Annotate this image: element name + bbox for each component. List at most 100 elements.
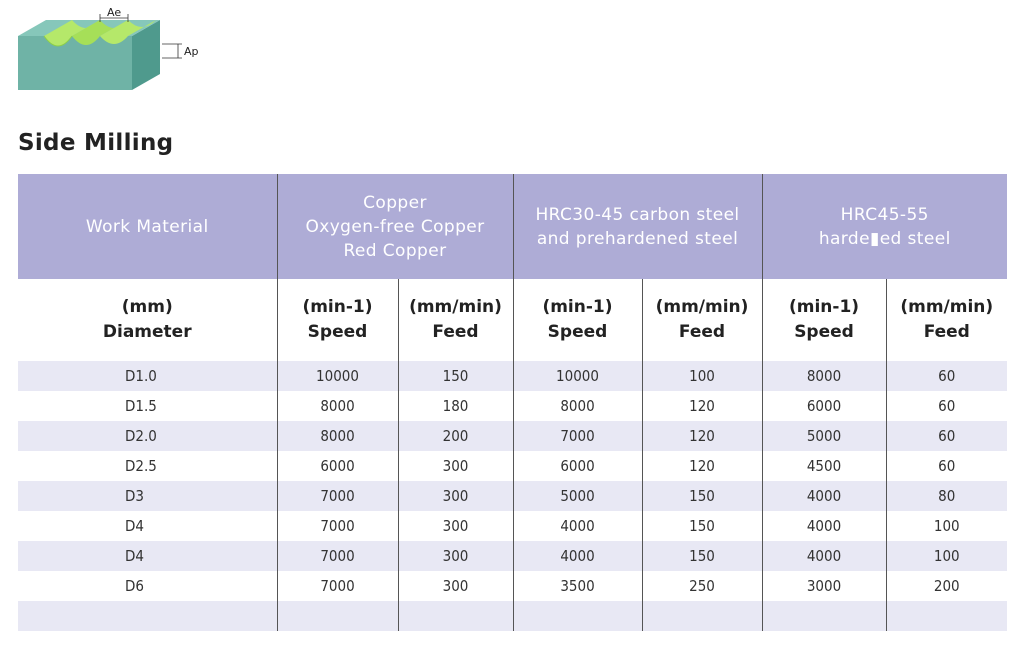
header-hardened-steel-line-2: harde▮ed steel <box>818 228 951 249</box>
cell-copper-speed: 8000 <box>276 421 398 451</box>
cell-carbon-feed: 100 <box>641 361 763 391</box>
cell-carbon-speed: 7000 <box>512 421 642 451</box>
groove-1 <box>44 20 100 46</box>
cell-hardened-speed: 4000 <box>761 511 887 541</box>
cell-hardened-speed: 8000 <box>761 361 887 391</box>
cell-hardened-feed: 200 <box>885 571 1008 601</box>
header-hardened-steel: HRC45-55 harde▮ed steel <box>761 174 1008 279</box>
cell-copper-speed: 6000 <box>276 451 398 481</box>
cell-hardened-feed: 60 <box>885 361 1008 391</box>
cell-copper-feed: 300 <box>397 481 513 511</box>
subheader-label: Feed <box>678 322 726 342</box>
group-header-row: Work Material Copper Oxygen-free Copper … <box>18 174 1008 279</box>
subheader-label: Diameter <box>102 322 192 342</box>
groove-2 <box>72 20 128 45</box>
subheader-unit: (mm/min) <box>409 297 502 317</box>
block-front-face <box>18 36 132 90</box>
ap-label: Ap <box>184 45 199 58</box>
cell-copper-feed: 150 <box>397 361 513 391</box>
cell-hardened-speed: 5000 <box>761 421 887 451</box>
table-row: D4 7000 300 4000 150 4000 100 <box>18 541 1008 571</box>
header-carbon-steel-line-1: HRC30-45 carbon steel <box>535 204 740 225</box>
table-row: D4 7000 300 4000 150 4000 100 <box>18 511 1008 541</box>
cutting-parameters-table: Work Material Copper Oxygen-free Copper … <box>18 174 1008 631</box>
table-row: D1.0 10000 150 10000 100 8000 60 <box>18 361 1008 391</box>
cell-copper-feed: 200 <box>397 421 513 451</box>
groove-edge <box>43 35 73 47</box>
cell-copper-speed: 7000 <box>276 511 398 541</box>
cell-diameter: D4 <box>18 511 277 541</box>
header-copper-line-2: Oxygen-free Copper <box>305 216 485 237</box>
cell-carbon-feed: 120 <box>641 451 763 481</box>
cell-copper-feed: 180 <box>397 391 513 421</box>
cell-hardened-feed: 100 <box>885 541 1008 571</box>
cell-hardened-speed: 4500 <box>761 451 887 481</box>
header-work-material: Work Material <box>18 174 277 279</box>
sub-header-row: (mm) Diameter (min-1) Speed (mm/min) Fee… <box>18 279 1008 361</box>
cell-carbon-feed: 150 <box>641 481 763 511</box>
header-carbon-steel-line-2: and prehardened steel <box>536 228 739 249</box>
header-hardened-steel-line-1: HRC45-55 <box>840 204 929 225</box>
subheader-unit: (min-1) <box>542 297 613 317</box>
subheader-label: Feed <box>923 322 970 342</box>
cell-carbon-feed: 120 <box>641 391 763 421</box>
cell-copper-feed <box>397 601 513 631</box>
table-row: D3 7000 300 5000 150 4000 80 <box>18 481 1008 511</box>
cell-diameter: D6 <box>18 571 277 601</box>
cell-diameter: D2.5 <box>18 451 277 481</box>
milling-diagram: Ae Ap <box>18 6 199 90</box>
cell-carbon-speed: 4000 <box>512 541 642 571</box>
cell-diameter: D1.5 <box>18 391 277 421</box>
cell-copper-feed: 300 <box>397 511 513 541</box>
cell-copper-feed: 300 <box>397 451 513 481</box>
header-carbon-steel: HRC30-45 carbon steel and prehardened st… <box>512 174 763 279</box>
cell-carbon-speed: 5000 <box>512 481 642 511</box>
cell-carbon-feed <box>641 601 763 631</box>
cell-hardened-speed <box>761 601 887 631</box>
cell-copper-speed: 7000 <box>276 571 398 601</box>
cell-diameter: D3 <box>18 481 277 511</box>
cell-carbon-speed: 6000 <box>512 451 642 481</box>
cell-carbon-speed: 10000 <box>512 361 642 391</box>
subheader-copper-speed: (min-1) Speed <box>276 279 398 361</box>
cell-copper-speed: 7000 <box>276 541 398 571</box>
section-title: Side Milling <box>18 130 174 156</box>
subheader-label: Speed <box>547 322 608 342</box>
cell-carbon-feed: 250 <box>641 571 763 601</box>
cell-hardened-feed: 80 <box>885 481 1008 511</box>
cell-hardened-speed: 6000 <box>761 391 887 421</box>
header-copper-line-3: Red Copper <box>343 240 447 261</box>
subheader-hardened-feed: (mm/min) Feed <box>885 279 1008 361</box>
cell-carbon-speed: 4000 <box>512 511 642 541</box>
cell-carbon-feed: 150 <box>641 511 763 541</box>
subheader-unit: (min-1) <box>788 297 860 317</box>
subheader-label: Speed <box>307 322 368 342</box>
groove-3 <box>100 20 156 44</box>
cell-diameter: D4 <box>18 541 277 571</box>
subheader-label: Speed <box>794 322 854 342</box>
subheader-unit: (mm) <box>121 297 173 317</box>
cell-diameter: D2.0 <box>18 421 277 451</box>
cell-carbon-speed: 3500 <box>512 571 642 601</box>
table-row: D2.0 8000 200 7000 120 5000 60 <box>18 421 1008 451</box>
cell-hardened-feed: 60 <box>885 391 1008 421</box>
cell-carbon-feed: 150 <box>641 541 763 571</box>
cell-hardened-speed: 4000 <box>761 541 887 571</box>
cell-copper-speed <box>276 601 398 631</box>
cell-hardened-speed: 3000 <box>761 571 887 601</box>
table-body: D1.0 10000 150 10000 100 8000 60 D1.5 8000 180 800… <box>18 361 1008 631</box>
cell-diameter <box>18 601 277 631</box>
cutting-parameters-table-wrap: Work Material Copper Oxygen-free Copper … <box>18 174 1008 631</box>
block-side-face <box>132 20 160 90</box>
cell-hardened-feed: 100 <box>885 511 1008 541</box>
cell-copper-feed: 300 <box>397 541 513 571</box>
table-row <box>18 601 1008 631</box>
subheader-carbon-speed: (min-1) Speed <box>512 279 642 361</box>
subheader-unit: (mm/min) <box>655 297 749 317</box>
header-work-material-text: Work Material <box>85 216 209 237</box>
table-row: D6 7000 300 3500 250 3000 200 <box>18 571 1008 601</box>
cell-carbon-speed <box>512 601 642 631</box>
cell-copper-speed: 8000 <box>276 391 398 421</box>
table-row: D1.5 8000 180 8000 120 6000 60 <box>18 391 1008 421</box>
header-copper-line-1: Copper <box>363 192 427 213</box>
